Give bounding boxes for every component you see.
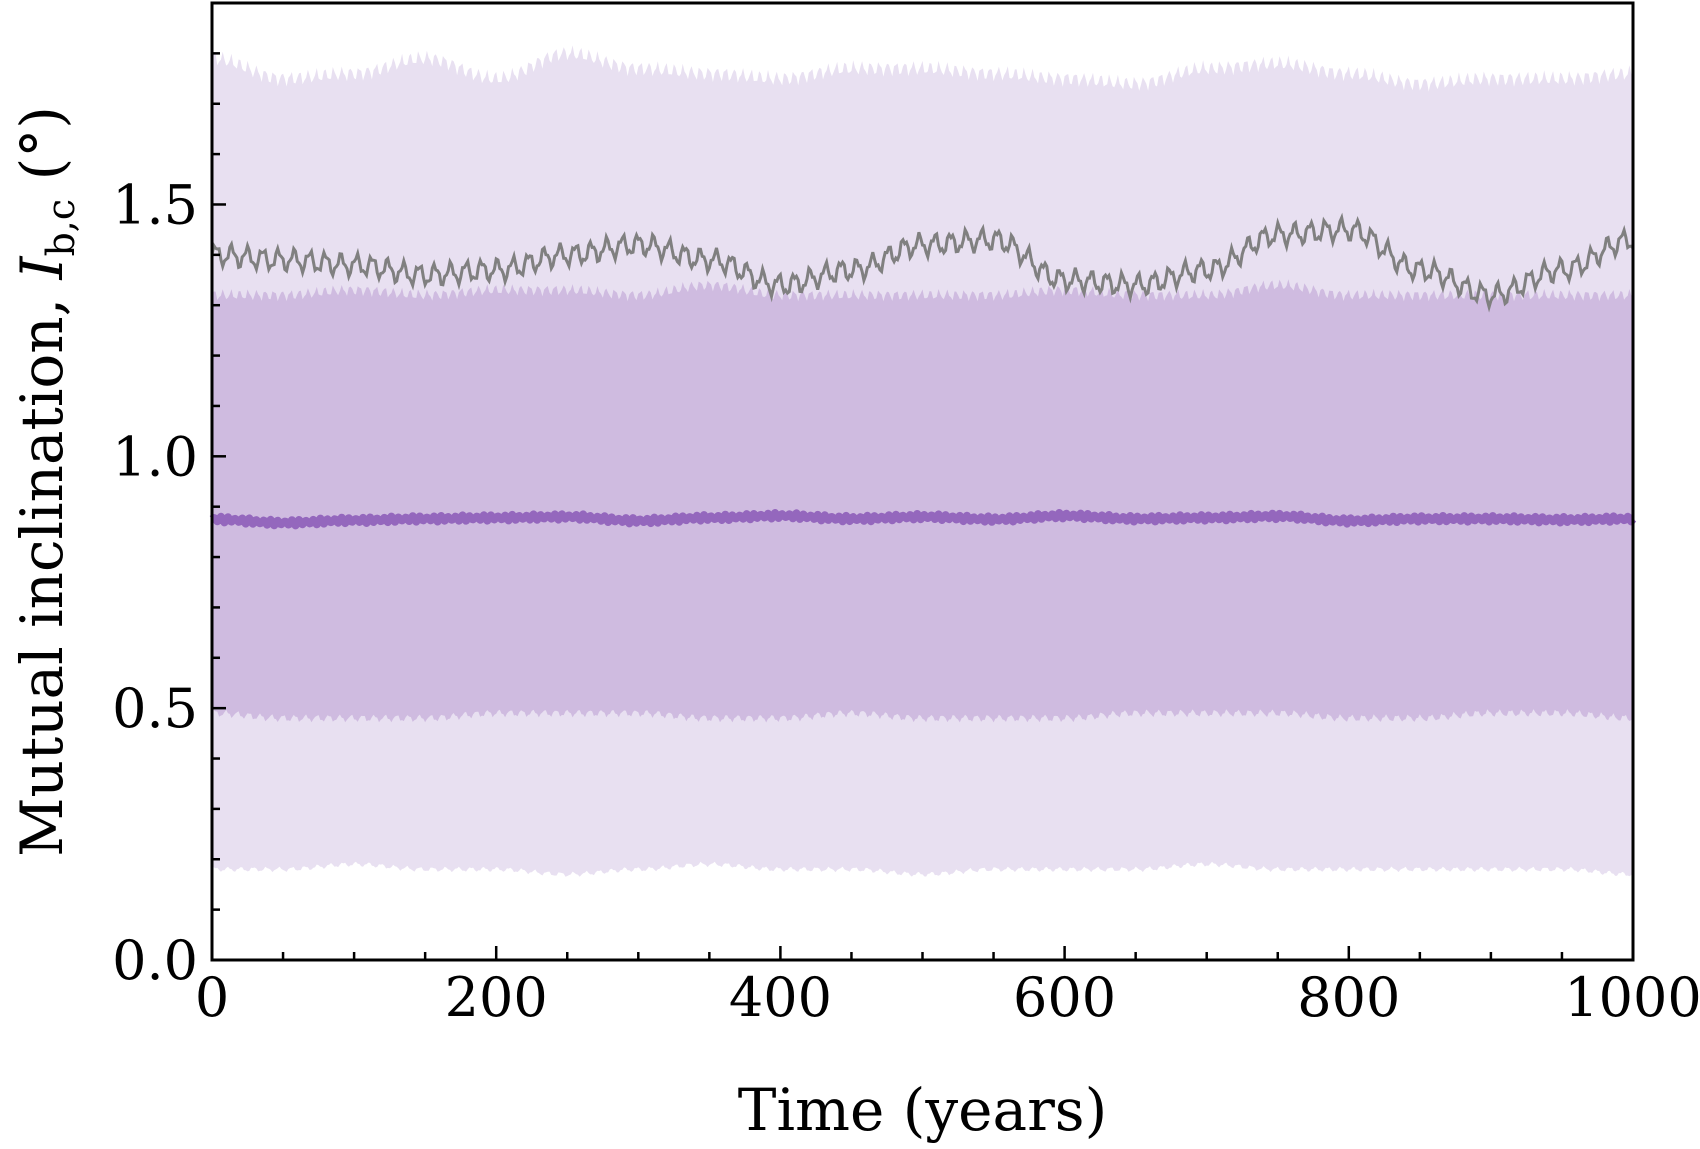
y-tick-label: 1.5 bbox=[112, 173, 198, 236]
x-tick-label: 600 bbox=[1013, 966, 1116, 1029]
y-axis-label-symbol: I bbox=[8, 255, 76, 280]
y-axis-label-prefix: Mutual inclination, bbox=[8, 279, 76, 856]
y-axis-label-unit: (°) bbox=[8, 106, 76, 199]
plot-area bbox=[209, 45, 1637, 877]
y-axis-label: Mutual inclination, Ib,c (°) bbox=[8, 106, 83, 857]
median-line bbox=[209, 509, 1637, 530]
x-tick-label: 200 bbox=[445, 966, 548, 1029]
y-tick-label: 1.0 bbox=[112, 425, 198, 488]
x-tick-label: 400 bbox=[729, 966, 832, 1029]
y-tick-label: 0.0 bbox=[112, 929, 198, 992]
single-run-line bbox=[210, 212, 1635, 313]
x-tick-label: 800 bbox=[1297, 966, 1400, 1029]
x-axis-label: Time (years) bbox=[738, 1076, 1107, 1144]
x-tick-label: 1000 bbox=[1564, 966, 1700, 1029]
inner-band bbox=[212, 279, 1633, 723]
y-axis-label-subscript: b,c bbox=[39, 199, 83, 257]
x-tick-label: 0 bbox=[195, 966, 229, 1029]
axis-ticks: 0 200 400 600 800 1000 0.0 0.5 1.0 1.5 bbox=[112, 1, 1700, 1029]
y-tick-label: 0.5 bbox=[112, 677, 198, 740]
